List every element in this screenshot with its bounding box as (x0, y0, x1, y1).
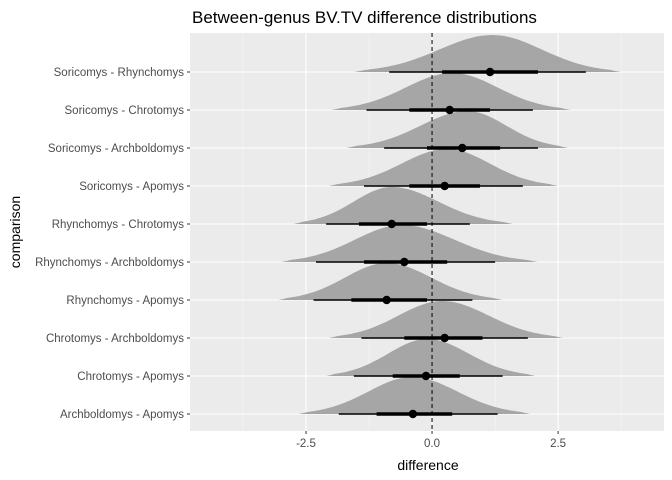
y-tick-label: Soricomys - Rhynchomys (54, 67, 185, 79)
density-chrotomys-apomys (326, 339, 536, 376)
y-tick-label: Soricomys - Chrotomys (65, 105, 185, 117)
x-axis-title: difference (397, 457, 458, 473)
density-soricomys-apomys (328, 149, 559, 186)
y-tick-label: Chrotomys - Apomys (77, 371, 184, 383)
point-estimate-soricomys-apomys (440, 181, 449, 191)
density-soricomys-archboldomys (346, 111, 569, 148)
density-rhynchomys-chrotomys (293, 187, 513, 224)
point-estimate-chrotomys-apomys (421, 371, 431, 381)
point-estimate-soricomys-rhynchomys (485, 67, 495, 77)
density-soricomys-chrotomys (331, 73, 571, 110)
point-estimate-soricomys-archboldomys (458, 143, 467, 153)
y-tick-label: Rhynchomys - Archboldomys (35, 257, 184, 269)
point-estimate-rhynchomys-archboldomys (400, 257, 409, 267)
x-tick-label: 2.5 (550, 438, 566, 450)
y-tick-label: Archboldomys - Apomys (60, 409, 184, 421)
point-estimate-archboldomys-apomys (408, 409, 418, 419)
y-tick-label: Soricomys - Apomys (79, 181, 184, 193)
x-tick-label: 0.0 (424, 438, 440, 450)
density-archboldomys-apomys (298, 377, 531, 414)
y-tick-label: Rhynchomys - Chrotomys (52, 219, 185, 231)
density-soricomys-rhynchomys (353, 35, 622, 72)
y-axis-title: comparison (7, 196, 23, 268)
y-tick-label: Soricomys - Archboldomys (48, 143, 184, 155)
point-estimate-chrotomys-archboldomys (440, 333, 449, 343)
y-axis: Archboldomys - Apomys Chrotomys - Apomys C… (35, 67, 190, 421)
y-tick-label: Rhynchomys - Apomys (66, 295, 184, 307)
density-rhynchomys-apomys (278, 263, 503, 300)
y-tick-label: Chrotomys - Archboldomys (46, 333, 184, 345)
x-tick-label: -2.5 (296, 438, 316, 450)
point-estimate-soricomys-chrotomys (445, 105, 454, 115)
chart-title: Between-genus BV.TV difference distribut… (192, 8, 537, 27)
point-estimate-rhynchomys-chrotomys (387, 219, 396, 229)
interval-layer (313, 67, 586, 419)
density-rhynchomys-archboldomys (280, 225, 538, 262)
density-layer (278, 35, 622, 414)
point-estimate-rhynchomys-apomys (382, 295, 391, 305)
x-axis: -2.5 0.0 2.5 (296, 431, 566, 450)
density-chrotomys-archboldomys (328, 301, 564, 338)
